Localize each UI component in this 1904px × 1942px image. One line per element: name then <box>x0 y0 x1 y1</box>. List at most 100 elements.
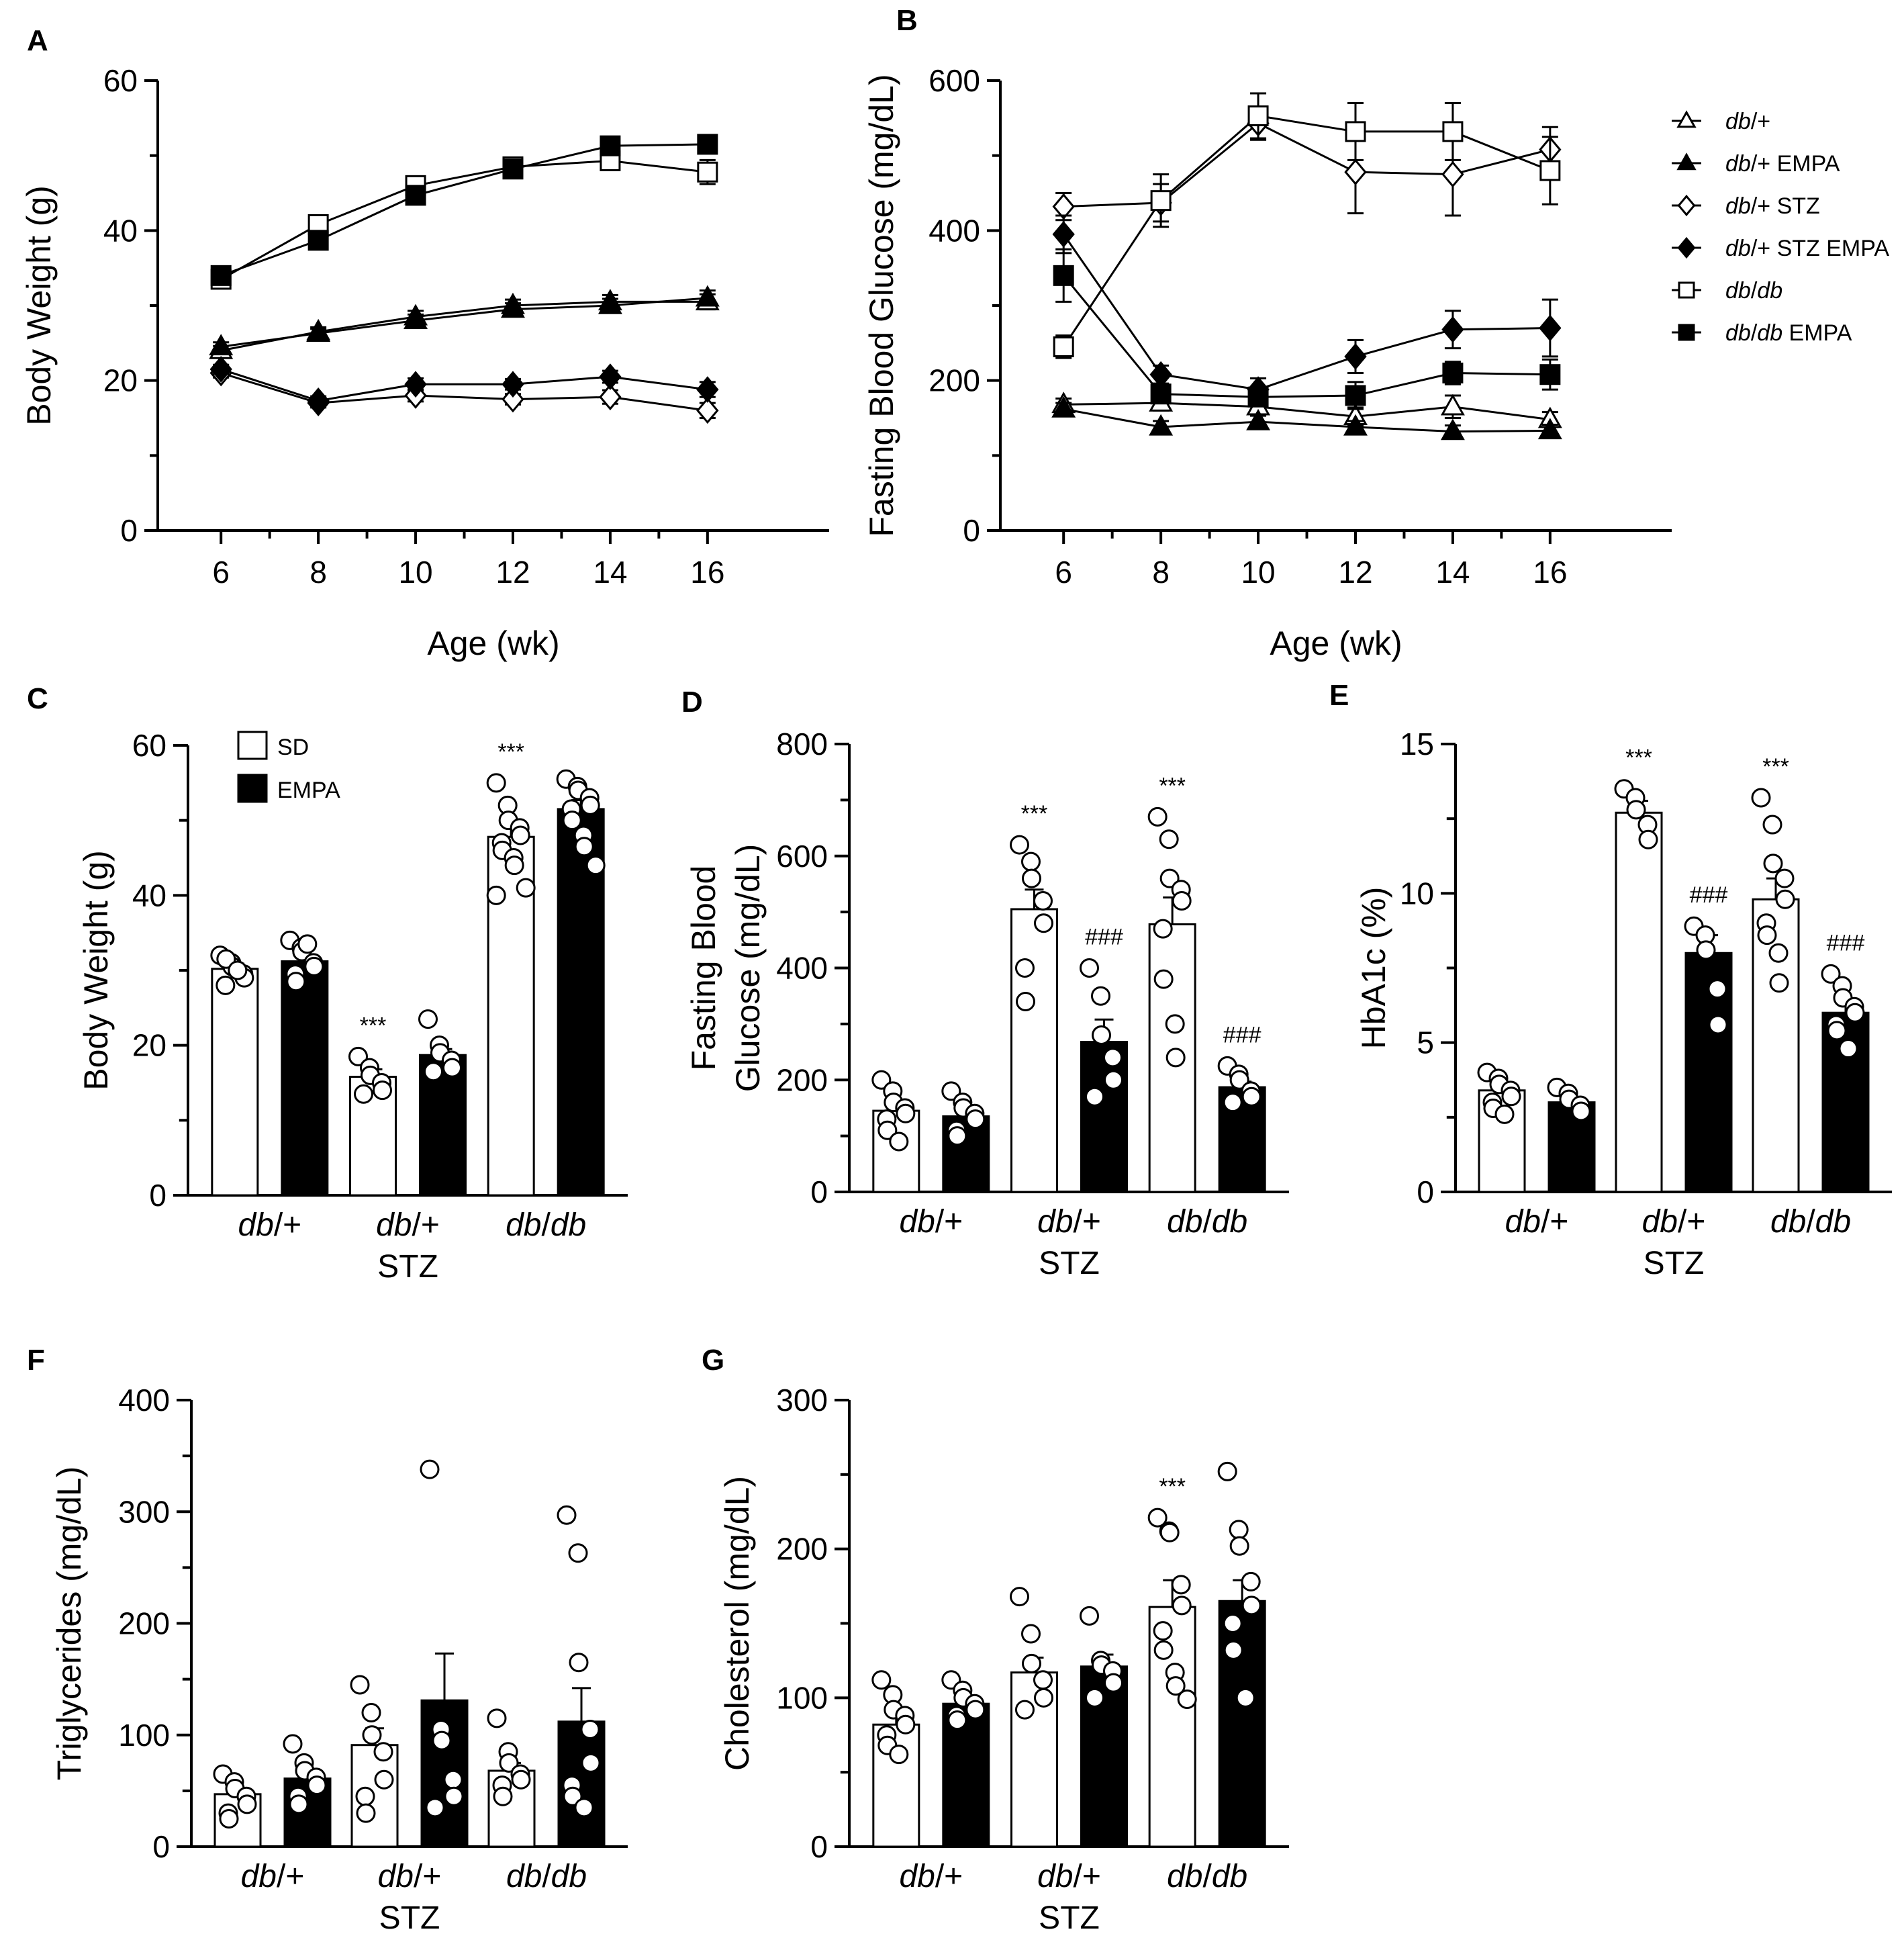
bar-group-empa <box>1547 1077 1596 1193</box>
bar <box>1615 811 1663 1193</box>
x-tick-label: db/+ <box>378 1859 442 1894</box>
bar-group-empa: ### <box>1821 930 1870 1193</box>
data-point <box>1103 1048 1123 1068</box>
label-part: / <box>1806 1204 1815 1240</box>
data-point <box>362 1725 382 1745</box>
data-point <box>373 1742 393 1762</box>
y-tick-label: 600 <box>776 839 828 874</box>
data-point <box>697 161 718 183</box>
y-tick-label: 40 <box>103 213 138 248</box>
bar <box>1148 1606 1196 1848</box>
y-axis-label: Glucose (mg/dL) <box>729 844 767 1093</box>
label-part: / <box>1751 320 1758 346</box>
data-point <box>486 773 506 793</box>
data-point <box>442 1058 462 1078</box>
x-tick-label: 6 <box>1055 555 1072 590</box>
label-part: STZ <box>1644 1246 1705 1281</box>
bar-group-sd <box>1477 1062 1526 1193</box>
data-point <box>1247 105 1269 126</box>
data-point <box>403 308 428 330</box>
x-tick-label: 16 <box>690 555 724 590</box>
x-tick-label: STZ <box>1039 1900 1100 1936</box>
data-point <box>501 296 525 318</box>
label-part-italic: db <box>1037 1204 1073 1240</box>
data-point <box>1015 958 1035 978</box>
data-point <box>1442 121 1464 142</box>
bar-group-sd: *** <box>348 1013 397 1197</box>
data-point <box>1080 1606 1099 1626</box>
y-tick-label: 0 <box>152 1829 170 1864</box>
x-tick-label: db/+ <box>1037 1204 1101 1240</box>
data-point <box>1147 806 1168 827</box>
bar-group-sd <box>213 1764 262 1848</box>
data-point <box>1177 1690 1197 1710</box>
label-part-italic: db <box>899 1859 935 1894</box>
data-point <box>1051 396 1076 418</box>
y-tick-label: 40 <box>132 878 166 913</box>
label-part-italic: db <box>1757 320 1782 346</box>
legend-entry: db/db <box>1725 278 1782 304</box>
legend-marker <box>1678 281 1695 299</box>
data-point <box>1034 1687 1053 1708</box>
label-part-italic: db <box>1037 1859 1073 1894</box>
bar-group-empa <box>1080 1606 1128 1848</box>
data-point <box>1235 1687 1255 1708</box>
data-point <box>965 1109 986 1129</box>
category-label: db/db <box>1167 1859 1247 1894</box>
y-axis-label: Body Weight (g) <box>20 185 58 426</box>
data-point <box>1022 1653 1041 1673</box>
significance-label: ### <box>1223 1022 1262 1048</box>
y-tick-label: 600 <box>929 63 980 98</box>
data-point <box>877 1120 898 1140</box>
data-point <box>304 956 324 976</box>
x-tick-label: db/db <box>1770 1204 1851 1240</box>
x-tick-label: 12 <box>495 555 530 590</box>
data-point <box>350 1675 370 1695</box>
x-tick-label: 10 <box>398 555 432 590</box>
data-point <box>1085 1687 1104 1708</box>
bar-group-sd: *** <box>486 739 536 1197</box>
y-tick-label: 0 <box>120 513 138 548</box>
data-point <box>871 1670 892 1690</box>
bar-group-sd <box>1010 1587 1058 1848</box>
data-point <box>696 376 719 403</box>
data-point <box>1769 973 1789 993</box>
data-point <box>228 960 248 980</box>
data-point <box>1159 868 1180 888</box>
y-tick-label: 100 <box>118 1718 170 1753</box>
label-part: /+ <box>1678 1204 1705 1240</box>
data-point <box>1246 408 1271 430</box>
data-point <box>574 837 594 857</box>
data-point <box>216 949 236 969</box>
x-axis-label: Age (wk) <box>427 625 559 662</box>
data-point <box>1774 868 1795 888</box>
bar-group-sd <box>487 1708 536 1848</box>
data-point <box>1223 1640 1243 1660</box>
data-point <box>1015 1700 1035 1720</box>
data-point <box>307 1775 327 1796</box>
y-tick-label: 20 <box>103 363 138 398</box>
significance-label: ### <box>1827 930 1865 956</box>
label-part-italic: db <box>1167 1859 1202 1894</box>
x-tick-label: 16 <box>1533 555 1567 590</box>
bar-group-empa: ### <box>1217 1022 1266 1193</box>
panel-letter: A <box>27 24 48 57</box>
data-point <box>502 385 524 413</box>
data-point <box>585 856 606 876</box>
label-part-italic: db <box>1725 278 1751 304</box>
label-part-italic: db <box>238 1207 273 1243</box>
bar-group-empa <box>283 1734 332 1848</box>
y-axis-label: Body Weight (g) <box>77 850 115 1091</box>
legend-entry: db/+ STZ <box>1725 193 1820 219</box>
data-point <box>889 1745 909 1765</box>
x-tick-label: 12 <box>1338 555 1372 590</box>
data-point <box>289 1794 309 1814</box>
label-part-italic: db <box>1725 193 1751 219</box>
data-point <box>297 934 318 954</box>
data-point <box>1821 964 1841 984</box>
bar-group-sd <box>350 1675 399 1848</box>
legend-entry: db/+ EMPA <box>1725 151 1840 177</box>
data-point <box>1104 1673 1123 1693</box>
data-point <box>1165 1048 1186 1068</box>
